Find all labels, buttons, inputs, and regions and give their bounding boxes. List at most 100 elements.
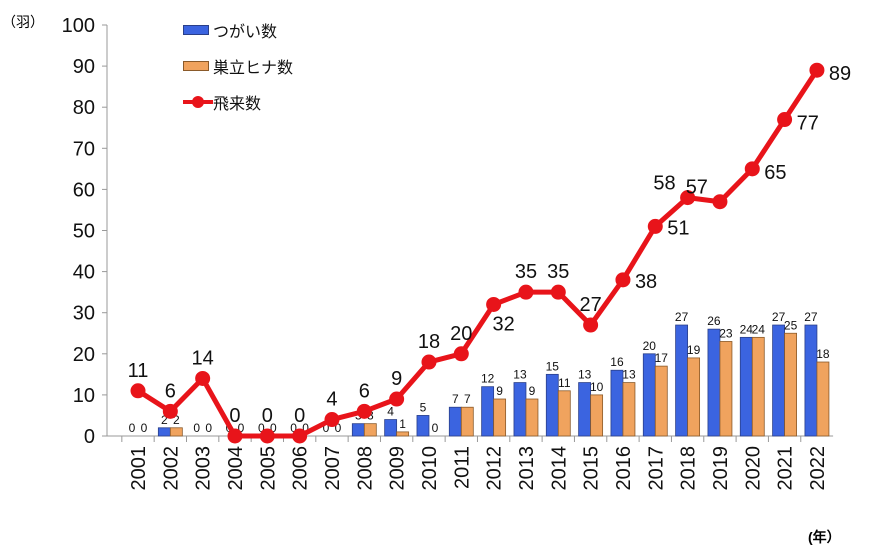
bar-label-fledglings: 0 [270,421,277,435]
x-tick-label: 2015 [581,446,603,491]
x-tick-label: 2018 [678,446,700,491]
x-tick-label: 2019 [710,446,732,491]
bar-label-pairs: 4 [387,405,394,419]
bar-label-pairs: 27 [675,310,689,324]
bar-label-pairs: 13 [578,368,592,382]
bar-label-fledglings: 25 [784,318,798,332]
y-tick-label: 0 [84,426,95,448]
bar-fledglings [687,357,701,437]
legend: つがい数 巣立ヒナ数 飛来数 [183,12,293,120]
bar-pairs [545,373,559,437]
bar-pairs [642,353,656,437]
x-tick-label: 2004 [225,446,247,491]
x-tick-label: 2022 [807,446,829,491]
legend-swatch-fledglings [183,61,209,71]
point-label-arrivals: 0 [262,405,273,427]
point-arrivals [486,296,502,312]
point-arrivals [809,62,825,78]
bar-pairs [513,382,527,437]
bar-label-fledglings: 19 [687,343,701,357]
bar-label-pairs: 7 [452,392,459,406]
bar-label-fledglings: 17 [655,351,669,365]
legend-label: つがい数 [213,24,278,41]
bar-label-fledglings: 0 [205,421,212,435]
bar-label-fledglings: 24 [752,322,766,336]
bar-fledglings [784,332,797,437]
point-label-arrivals: 77 [797,113,819,135]
point-arrivals [615,272,631,288]
x-tick-label: 2021 [775,446,797,491]
bar-label-pairs: 2 [161,413,168,427]
bar-fledglings [169,427,183,437]
y-tick-label: 80 [73,97,95,119]
point-arrivals [292,428,308,444]
bar-fledglings [493,398,507,437]
point-arrivals [259,428,275,444]
bar-fledglings [557,390,571,437]
bar-pairs [416,415,430,437]
bar-label-fledglings: 11 [558,376,571,390]
point-label-arrivals: 18 [418,331,440,353]
bar-fledglings [363,423,377,437]
point-arrivals [195,370,211,386]
point-label-arrivals: 11 [128,360,149,382]
point-label-arrivals: 9 [391,368,402,390]
bar-label-pairs: 27 [804,310,818,324]
y-tick-label: 40 [73,262,95,284]
x-tick-label: 2005 [257,446,279,491]
point-arrivals [518,284,534,300]
bar-label-pairs: 0 [129,421,136,435]
bar-label-fledglings: 9 [496,384,503,398]
point-arrivals [647,218,663,234]
bar-label-pairs: 0 [290,421,297,435]
point-arrivals [712,194,728,210]
bar-label-pairs: 0 [193,421,200,435]
x-tick-label: 2020 [742,446,764,491]
bar-fledglings [525,398,539,437]
point-label-arrivals: 65 [764,162,786,184]
bar-label-fledglings: 0 [141,421,148,435]
bar-label-pairs: 15 [546,359,560,373]
line-arrivals [136,68,820,439]
legend-label: 巣立ヒナ数 [213,60,294,77]
bar-label-fledglings: 0 [432,421,439,435]
y-tick-label: 20 [73,344,95,366]
x-tick-label: 2016 [613,446,635,491]
legend-line-marker [183,96,213,108]
x-tick-label: 2017 [645,446,667,491]
y-tick-label: 50 [73,221,95,243]
x-tick-label: 2010 [419,446,441,491]
x-tick-label: 2013 [516,446,538,491]
point-arrivals [162,403,178,419]
point-label-arrivals: 89 [829,63,851,85]
point-label-arrivals: 14 [192,347,214,369]
point-label-arrivals: 6 [165,380,176,402]
x-tick-label: 2011 [451,446,473,489]
point-arrivals [421,354,437,370]
point-label-arrivals: 20 [450,323,472,345]
point-label-arrivals: 0 [229,405,240,427]
bar-label-pairs: 5 [420,400,427,414]
bar-label-pairs: 24 [740,322,754,336]
point-label-arrivals: 6 [359,380,370,402]
bar-pairs [772,324,785,437]
bar-pairs [739,336,753,437]
bar-pairs [578,382,592,437]
bar-fledglings [396,431,410,437]
point-label-arrivals: 58 [653,173,675,195]
point-label-arrivals: 0 [294,405,305,427]
x-unit-label: (年） [808,529,841,545]
bar-pairs [707,328,721,437]
x-tick-label: 2012 [484,446,506,491]
point-arrivals [356,403,372,419]
point-arrivals [680,190,696,206]
point-label-arrivals: 38 [635,271,657,293]
bar-label-fledglings: 9 [529,384,536,398]
point-arrivals [227,428,243,444]
bar-label-fledglings: 0 [302,421,309,435]
x-tick-label: 2007 [322,446,344,491]
bar-label-fledglings: 18 [816,347,830,361]
bar-label-pairs: 0 [258,421,265,435]
bar-fledglings [590,394,604,437]
